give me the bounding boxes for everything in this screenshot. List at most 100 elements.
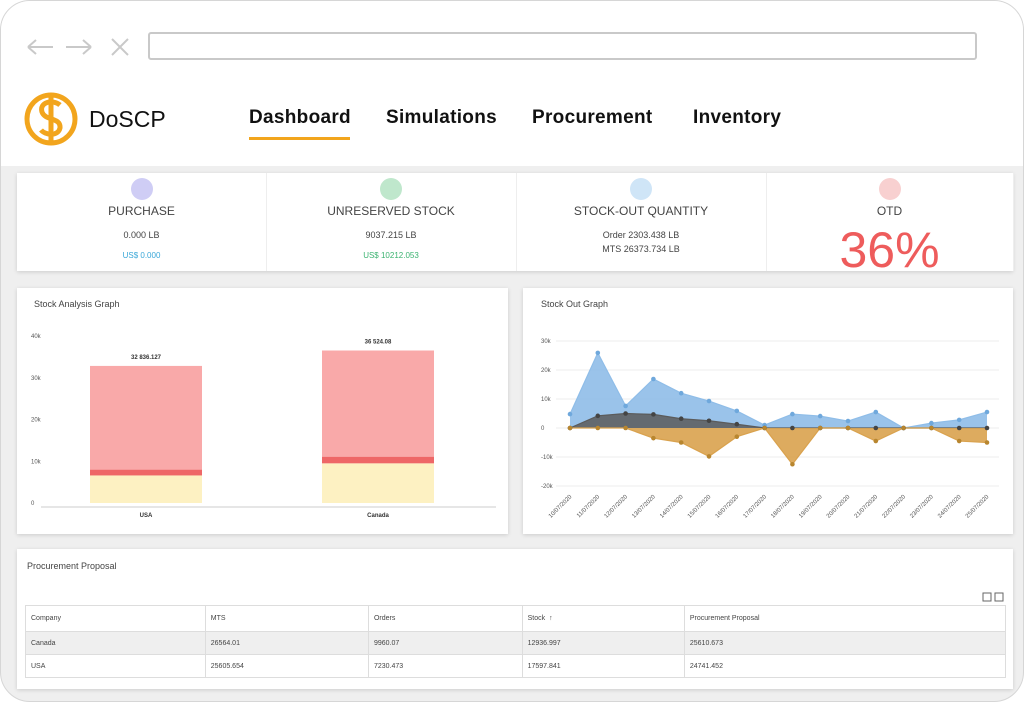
- total-label: 36 524.08: [365, 340, 392, 346]
- bar-segment: [322, 456, 434, 464]
- kpi-lines: 9037.215 LB: [266, 228, 516, 242]
- nav-item[interactable]: Procurement: [532, 107, 653, 128]
- y-tick-label: 20k: [31, 418, 42, 424]
- data-point: [817, 413, 823, 419]
- data-point: [734, 408, 740, 414]
- back-button[interactable]: [27, 39, 53, 55]
- kpi: STOCK-OUT QUANTITY Order 2303.438 LB MTS 2…: [516, 173, 767, 271]
- x-tick-label: 25/07/2020: [965, 494, 991, 520]
- chart-title: Stock Analysis Graph: [34, 299, 120, 309]
- data-point: [790, 461, 795, 467]
- kpi-big: 36%: [839, 222, 940, 278]
- data-point: [706, 398, 712, 404]
- data-point: [651, 435, 656, 441]
- header-row: Company MTS Orders Stock ↑ Procurement Propos…: [25, 605, 1007, 632]
- table-cell: 26564.01: [205, 631, 369, 655]
- area-fill: [570, 352, 987, 428]
- y-tick-label: 10k: [31, 459, 42, 465]
- x-tick-label: 17/07/2020: [743, 494, 769, 520]
- column-header[interactable]: Company: [25, 605, 206, 632]
- table-cell: 9960.07: [368, 631, 523, 655]
- data-point: [873, 438, 879, 444]
- kpi-value: MTS 26373.734 LB: [602, 244, 680, 254]
- charts: Stock Analysis Graph 0 10k 20k 30k 40k 32 836.…: [31, 299, 999, 520]
- check-icon[interactable]: [994, 592, 1004, 602]
- nav-item[interactable]: Simulations: [386, 107, 497, 128]
- y-tick-label: 30k: [31, 376, 42, 382]
- data-point: [623, 425, 628, 431]
- data-point: [734, 434, 740, 440]
- column-header[interactable]: Stock ↑: [522, 605, 685, 632]
- kpi-lines: Order 2303.438 LB MTS 26373.734 LB: [516, 228, 766, 256]
- nav-item[interactable]: Dashboard: [249, 107, 351, 128]
- kpi-value: Order 2303.438 LB: [602, 230, 680, 240]
- kpi-label: STOCK-OUT QUANTITY: [573, 204, 709, 218]
- sort-icon: ↑: [549, 615, 553, 622]
- x-tick-label: 19/07/2020: [798, 494, 824, 520]
- kpi-label: PURCHASE: [108, 204, 175, 218]
- procurement-title: Procurement Proposal: [27, 561, 117, 571]
- x-tick-label: USA: [140, 513, 153, 519]
- x-tick-label: 24/07/2020: [937, 494, 963, 520]
- data-point: [706, 454, 712, 459]
- y-tick-label: 0: [31, 501, 35, 507]
- procurement-table: Company MTS Orders Stock ↑ Procurement Propos…: [25, 605, 1007, 678]
- url-bar[interactable]: [148, 32, 977, 60]
- data-point: [595, 425, 601, 431]
- kpi-lines: 0.000 LB: [17, 228, 266, 242]
- data-point: [651, 412, 656, 417]
- table-row: Canada 26564.01 9960.07 12936.997 25610.673: [25, 631, 1007, 655]
- data-point: [845, 418, 851, 424]
- y-tick-label: -10k: [541, 455, 554, 461]
- bar-segment: [322, 463, 434, 503]
- x-tick-label: 12/07/2020: [604, 494, 630, 520]
- y-tick-label: 40k: [31, 334, 42, 340]
- data-point: [734, 421, 740, 427]
- table-cell: 25605.654: [205, 654, 369, 678]
- x-tick-label: 23/07/2020: [909, 494, 935, 520]
- data-point: [790, 425, 795, 431]
- data-point: [678, 390, 684, 396]
- edit-icon[interactable]: [982, 592, 992, 602]
- data-point: [817, 425, 823, 431]
- data-point: [984, 440, 990, 445]
- y-tick-label: 20k: [541, 368, 552, 374]
- close-button[interactable]: [111, 38, 129, 56]
- kpi-icon: [130, 178, 153, 200]
- x-tick-label: 21/07/2020: [854, 494, 880, 520]
- column-header[interactable]: Orders: [368, 605, 523, 632]
- bar-segment: [90, 365, 202, 470]
- data-point: [956, 417, 962, 423]
- data-point: [678, 416, 684, 422]
- kpi-label: UNRESERVED STOCK: [327, 204, 455, 218]
- y-tick-label: 0: [541, 426, 545, 432]
- data-point: [929, 425, 934, 431]
- brand: DoSCP: [89, 106, 166, 132]
- kpi-sub: US$ 10212.053: [363, 251, 419, 260]
- table-cell: Canada: [25, 631, 206, 655]
- data-point: [901, 425, 906, 431]
- kpi-icon: [630, 178, 652, 200]
- table-row: USA 25605.654 7230.473 17597.841 24741.452: [25, 654, 1007, 678]
- nav-item[interactable]: Inventory: [693, 107, 782, 128]
- kpi: PURCHASE 0.000 LB US$ 0.000: [17, 173, 267, 271]
- table-cell: 12936.997: [522, 631, 685, 655]
- x-tick-label: 22/07/2020: [882, 494, 908, 520]
- data-point: [873, 425, 879, 431]
- y-tick-label: 10k: [541, 397, 552, 403]
- total-label: 32 836.127: [131, 355, 162, 361]
- data-point: [651, 376, 656, 382]
- data-point: [956, 425, 962, 431]
- browser-chrome: [24, 32, 977, 146]
- x-tick-label: Canada: [367, 513, 389, 519]
- forward-button[interactable]: [66, 39, 92, 55]
- kpi-value: 0.000 LB: [123, 230, 160, 240]
- bar-segment: [90, 469, 202, 476]
- data-point: [623, 403, 628, 409]
- data-point: [929, 420, 934, 426]
- column-header[interactable]: Procurement Proposal: [684, 605, 1007, 632]
- column-header[interactable]: MTS: [205, 605, 369, 632]
- kpi: UNRESERVED STOCK 9037.215 LB US$ 10212.053: [266, 173, 517, 271]
